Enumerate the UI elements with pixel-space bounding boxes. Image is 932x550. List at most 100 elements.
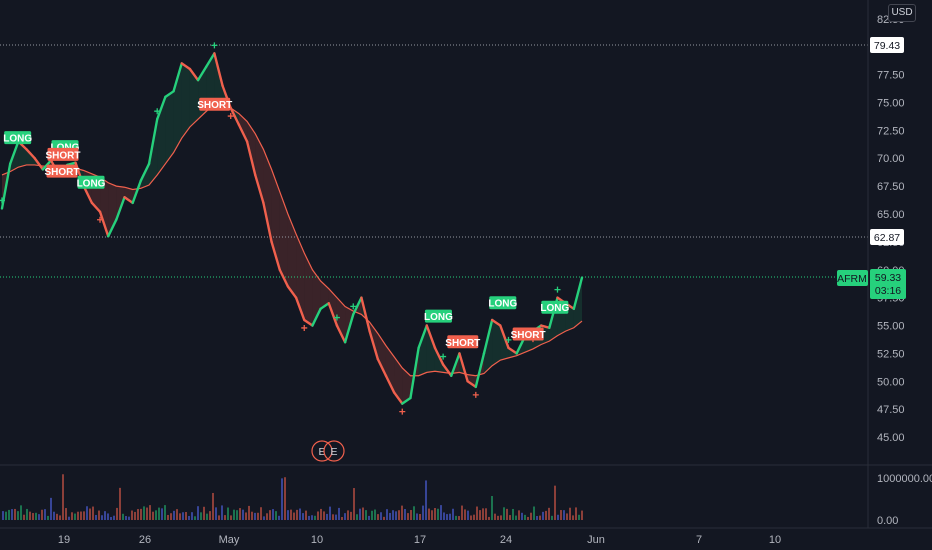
volume-bar: [227, 507, 229, 520]
ma-fill-segment: [100, 177, 109, 237]
price-segment: [254, 173, 265, 205]
volume-bar: [275, 511, 277, 520]
volume-bar: [371, 510, 373, 520]
volume-bar: [80, 511, 82, 520]
volume-bar: [413, 506, 415, 520]
volume-bar: [2, 511, 4, 520]
price-segment: [474, 352, 486, 389]
signal-short-label[interactable]: SHORT: [46, 147, 81, 162]
volume-bar: [5, 511, 7, 520]
price-segment: [164, 90, 175, 99]
volume-bar: [449, 513, 451, 520]
volume-bar: [290, 509, 292, 520]
price-tick: 55.00: [877, 321, 905, 333]
volume-bar: [494, 513, 496, 520]
ma-fill-segment: [263, 149, 272, 242]
price-segment: [401, 396, 412, 405]
volume-bar: [500, 515, 502, 520]
symbol-tag[interactable]: AFRM: [837, 270, 868, 286]
volume-bar: [563, 510, 565, 520]
volume-bar: [230, 515, 232, 520]
volume-bar: [32, 513, 34, 520]
volume-bar: [569, 507, 571, 520]
volume-bar: [17, 511, 19, 520]
price-tick: 50.00: [877, 376, 905, 388]
volume-bar: [530, 512, 532, 520]
signal-long-label[interactable]: LONG: [540, 300, 569, 315]
volume-bar: [29, 511, 31, 520]
volume-bar: [383, 516, 385, 520]
price-segment: [368, 329, 379, 361]
volume-bar: [155, 510, 157, 520]
volume-bar: [326, 513, 328, 520]
volume-bar: [542, 511, 544, 520]
pivot-cross: [472, 391, 479, 398]
volume-bar: [218, 515, 220, 520]
price-segment: [229, 106, 241, 126]
ma-fill-segment: [328, 288, 337, 326]
volume-bar: [254, 512, 256, 520]
signal-text: LONG: [3, 134, 32, 145]
volume-bar: [266, 513, 268, 520]
volume-bar: [539, 515, 541, 520]
volume-bar: [419, 514, 421, 520]
volume-bar: [524, 514, 526, 520]
ma-fill-segment: [418, 325, 427, 376]
price-segment: [237, 123, 249, 143]
volume-axis[interactable]: 1000000.00 0.00: [877, 473, 932, 527]
volume-bar: [455, 515, 457, 520]
level-tag-62: 62.87: [870, 229, 904, 245]
volume-bar: [296, 509, 298, 520]
pivot-cross: [301, 324, 308, 331]
signal-long-label[interactable]: LONG: [424, 309, 453, 324]
ma-fill-layer: [2, 53, 582, 404]
pivot-cross: [0, 197, 5, 204]
signal-short-label[interactable]: SHORT: [511, 327, 546, 341]
price-segment: [262, 201, 273, 244]
volume-bar: [158, 507, 160, 520]
price-segment: [131, 179, 143, 205]
price-segment: [425, 324, 437, 350]
volume-bar: [461, 505, 463, 520]
volume-bar: [398, 510, 400, 520]
pivot-cross: [350, 303, 357, 310]
signal-short-label[interactable]: SHORT: [45, 164, 80, 179]
price-segment: [139, 162, 151, 182]
date-label-26: 26: [139, 534, 151, 546]
volume-bar: [260, 507, 262, 520]
price-segment: [499, 324, 510, 350]
volume-bar: [512, 508, 514, 520]
volume-bar: [443, 512, 445, 520]
signal-long-label[interactable]: LONG: [488, 296, 517, 310]
date-axis[interactable]: 19 26 May 10 17 24 Jun 7 10: [58, 534, 781, 546]
signal-short-label[interactable]: SHORT: [197, 97, 232, 112]
earnings-marker-2[interactable]: E: [323, 440, 345, 462]
volume-bar: [404, 509, 406, 520]
signal-long-label[interactable]: LONG: [3, 131, 32, 145]
volume-bar: [86, 506, 88, 520]
currency-button[interactable]: USD: [888, 4, 916, 22]
volume-bar: [527, 516, 529, 520]
pivot-cross: [211, 42, 218, 49]
signal-short-label[interactable]: SHORT: [445, 335, 480, 349]
signal-long-label[interactable]: LONG: [77, 175, 106, 190]
ma-fill-segment: [124, 187, 133, 203]
volume-bar: [236, 510, 238, 520]
price-segment: [156, 95, 167, 121]
volume-bar: [482, 508, 484, 520]
volume-bar: [272, 509, 274, 520]
price-segment: [180, 62, 192, 71]
volume-bar: [62, 474, 64, 520]
volume-bar: [344, 513, 346, 520]
price-segment: [360, 296, 371, 333]
ma-fill-segment: [287, 214, 297, 298]
volume-bar: [506, 508, 508, 520]
volume-tick-zero: 0.00: [877, 515, 898, 527]
pivot-cross: [440, 353, 447, 360]
earnings-marker-1[interactable]: E: [311, 440, 333, 462]
price-axis[interactable]: 82.5080.0077.5075.0072.5070.0067.5065.00…: [877, 14, 905, 444]
price-segment: [376, 357, 388, 377]
current-price-text: 59.33: [875, 272, 901, 284]
price-segment: [294, 296, 306, 322]
